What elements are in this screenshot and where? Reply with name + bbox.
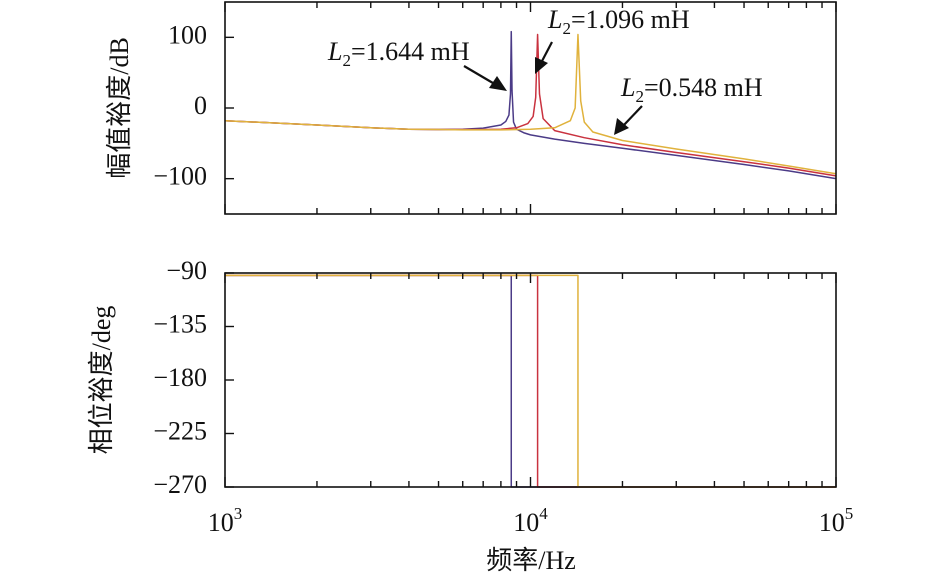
phase-y-tick-label-1: −90 (166, 256, 207, 285)
phase-series-line-2 (225, 274, 836, 488)
annotation-label-1096: L2=1.096 mH (547, 5, 690, 38)
annotation-arrowhead-0548 (614, 118, 629, 135)
phase-curves (225, 274, 836, 488)
phase-y-tick-label-5: −270 (153, 470, 207, 499)
magnitude-panel: 100 0 −100 幅值裕度/dB L2=1.644 mH L2=1.096 mH… (105, 1, 837, 215)
phase-y-tick-label-3: −180 (153, 363, 207, 392)
annotation-1096: L2=1.096 mH (535, 5, 690, 74)
phase-plot-frame (224, 272, 837, 488)
phase-series-line-3 (225, 274, 836, 488)
magnitude-y-tick-label-2: 0 (194, 91, 207, 120)
annotation-arrow-0548 (622, 105, 643, 127)
annotation-1644: L2=1.644 mH (327, 37, 507, 91)
phase-panel: −90 −135 −180 −225 −270 103 104 105 相位裕度/deg 频… (87, 256, 853, 575)
annotation-label-1644: L2=1.644 mH (327, 37, 470, 70)
phase-x-ticks: 103 104 105 (208, 273, 854, 537)
phase-y-axis-label: 相位裕度/deg (87, 306, 116, 455)
phase-series-line-1 (225, 274, 836, 488)
annotation-arrowhead-1096 (535, 57, 548, 74)
magnitude-y-tick-label-1: 100 (168, 20, 207, 49)
magnitude-y-tick-label-3: −100 (153, 162, 207, 191)
phase-y-ticks: −90 −135 −180 −225 −270 (153, 256, 234, 499)
magnitude-series-line-2 (224, 33, 837, 177)
magnitude-series-line-1 (224, 30, 837, 180)
annotation-arrow-1096 (540, 41, 553, 64)
magnitude-y-axis-label: 幅值裕度/dB (105, 37, 134, 179)
annotation-0548: L2=0.548 mH (614, 73, 763, 135)
x-tick-label-1: 103 (208, 504, 243, 537)
annotation-arrow-1644 (463, 65, 499, 87)
magnitude-x-ticks (224, 2, 837, 214)
magnitude-y-ticks: 100 0 −100 (153, 20, 234, 191)
phase-y-tick-label-2: −135 (153, 309, 207, 338)
annotation-label-0548: L2=0.548 mH (620, 73, 763, 106)
x-tick-label-3: 105 (819, 504, 854, 537)
annotation-arrowhead-1644 (489, 76, 507, 91)
x-tick-label-2: 104 (513, 504, 548, 537)
x-axis-label: 频率/Hz (486, 546, 576, 575)
magnitude-curves (224, 30, 837, 180)
magnitude-series-line-3 (224, 33, 837, 175)
magnitude-plot-frame (224, 1, 837, 215)
phase-y-tick-label-4: −225 (153, 416, 207, 445)
